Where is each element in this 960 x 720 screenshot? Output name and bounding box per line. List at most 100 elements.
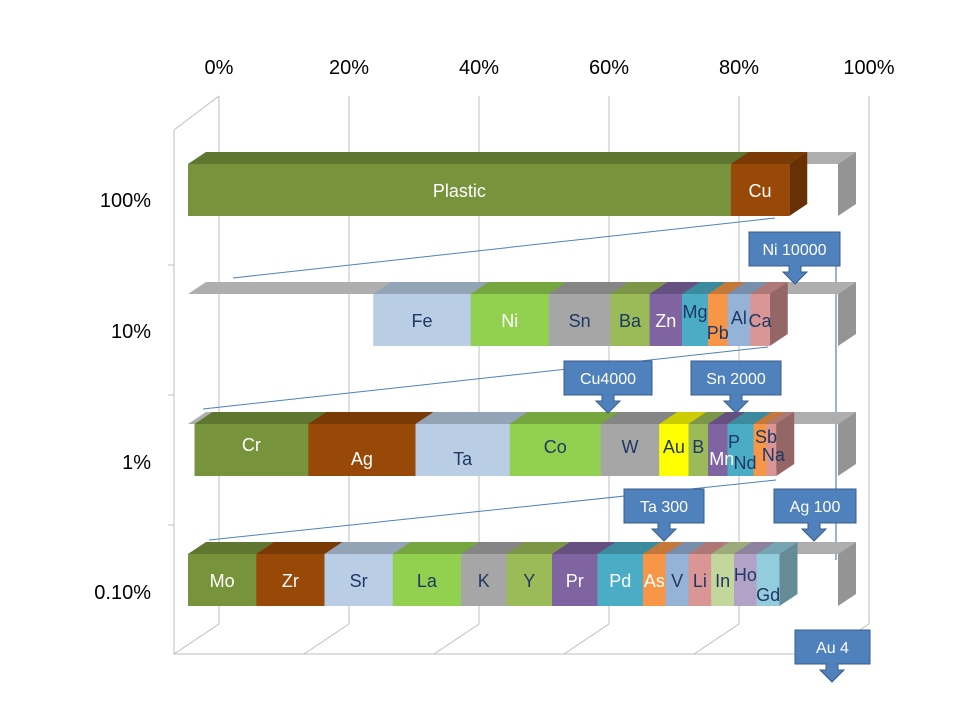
y-axis-category-labels: 100% 10% 1% 0.10%: [94, 190, 151, 604]
segment-label: Y: [523, 571, 535, 591]
segment-label: Zr: [282, 571, 299, 591]
bar-row-0: [188, 152, 856, 216]
bar-segment-2-3-front: [509, 424, 601, 476]
background-bar-3-side: [838, 542, 856, 606]
y-category-label: 10%: [111, 321, 151, 343]
wall-top-edge: [173, 95, 220, 131]
segment-label: W: [622, 437, 639, 457]
segment-label: Zn: [655, 311, 676, 331]
segment-label: Au: [663, 437, 685, 457]
x-axis-tick-labels: 0% 20% 40% 60% 80% 100%: [205, 57, 895, 79]
bar-segment-3-4-front: [461, 554, 507, 606]
segment-label: Li: [693, 571, 707, 591]
segment-label: V: [671, 571, 683, 591]
bar-segment-1-1-top: [470, 282, 567, 294]
bar-segment-2-3-top: [509, 412, 619, 424]
bar-segment-3-8-front: [643, 554, 666, 606]
callout-shape: [690, 360, 782, 414]
segment-label: Mn: [709, 449, 734, 469]
bar-segment-1-3-front: [610, 294, 650, 346]
bar-segment-3-13-front: [756, 554, 780, 606]
bar-segment-3-7-top: [597, 542, 661, 554]
callout-shape: [748, 231, 841, 285]
bar-segment-1-3-top: [610, 282, 668, 294]
segment-label: Al: [731, 308, 747, 328]
bar-segment-2-10-top: [753, 412, 785, 424]
bar-segment-2-0-front: [194, 424, 309, 476]
floor-line-2: [433, 623, 480, 655]
bar-segment-2-6-front: [688, 424, 708, 476]
bar-segment-3-10-top: [688, 542, 730, 554]
segment-label: In: [715, 571, 730, 591]
bar-segment-1-4-front: [649, 294, 682, 346]
floor-line-0: [173, 623, 220, 655]
segment-label: P: [728, 432, 740, 452]
bar-segment-1-5-top: [682, 282, 726, 294]
bar-segment-2-6-top: [688, 412, 726, 424]
bar-segment-3-2-top: [324, 542, 411, 554]
bar-segment-3-7-front: [597, 554, 643, 606]
bar-segment-2-1-top: [308, 412, 434, 424]
segment-label: Sb: [755, 427, 777, 447]
bar-segment-3-6-front: [552, 554, 598, 606]
x-tick-label: 20%: [329, 57, 369, 79]
bar-row-3: [188, 542, 856, 606]
segment-label: Ba: [619, 311, 642, 331]
segment-label: La: [417, 571, 438, 591]
connector-line-0: [232, 217, 776, 279]
segment-label: Ni: [501, 311, 518, 331]
callout-label: Cu4000: [580, 371, 636, 388]
callout-5: Au 4: [794, 629, 871, 683]
bar-segment-0-0-front: [188, 164, 731, 216]
bar-segment-2-11-front: [766, 424, 777, 476]
bar-segment-3-12-front: [734, 554, 757, 606]
callout-label: Sn 2000: [706, 371, 766, 388]
segment-label: Gd: [756, 585, 780, 605]
bar-segment-1-7-top: [727, 282, 769, 294]
callout-1: Cu4000: [563, 360, 653, 414]
bar-segment-3-10-front: [688, 554, 712, 606]
background-bar-2-side: [838, 412, 856, 476]
bar-segment-2-0-top: [194, 412, 327, 424]
bar-segment-0-0-top: [188, 152, 749, 164]
bar-segment-3-13: [756, 542, 798, 606]
bar-segment-3-3-front: [392, 554, 461, 606]
segment-label: Na: [762, 445, 786, 465]
bar-segment-3-11-top: [711, 542, 752, 554]
bar-segment-2-9-front: [740, 424, 754, 476]
floor-line-3: [563, 623, 610, 655]
bar-segment-3-12-top: [734, 542, 775, 554]
segment-label: Pb: [707, 323, 729, 343]
callout-label: Au 4: [816, 640, 849, 657]
bar-segment-3-5-front: [506, 554, 552, 606]
callout-shape: [773, 488, 857, 542]
bar-row-2: [188, 412, 856, 476]
bar-segment-0-1-front: [730, 164, 790, 216]
callout-label: Ag 100: [790, 499, 841, 516]
callout-shape: [563, 360, 653, 414]
segment-label: Ho: [734, 565, 757, 585]
bar-segment-2-2-front: [415, 424, 510, 476]
bar-segment-2-11: [766, 412, 795, 476]
bar-segment-3-4-top: [461, 542, 525, 554]
bar-segment-2-11-top: [766, 412, 795, 424]
bar-segment-3-5: [506, 542, 570, 606]
segment-label: Nd: [733, 453, 756, 473]
bar-segment-3-13-side: [779, 542, 798, 606]
bar-row-1: [188, 282, 856, 346]
bar-segment-2-4-top: [600, 412, 678, 424]
bar-segment-3-8-top: [643, 542, 684, 554]
bar-segment-3-6-top: [552, 542, 616, 554]
x-tick-label: 60%: [589, 57, 629, 79]
segment-label: As: [644, 571, 665, 591]
callout-3: Ta 300: [623, 488, 705, 542]
bar-segment-3-2-front: [324, 554, 393, 606]
bar-segment-1-5-front: [682, 294, 708, 346]
callout-4: Ag 100: [773, 488, 857, 542]
segment-label: Ag: [351, 449, 373, 469]
bar-segment-2-1-front: [308, 424, 416, 476]
segment-label: Sr: [350, 571, 368, 591]
x-tick-label: 100%: [843, 57, 894, 79]
bar-segment-1-8: [750, 282, 788, 346]
bar-segment-2-5-front: [659, 424, 689, 476]
